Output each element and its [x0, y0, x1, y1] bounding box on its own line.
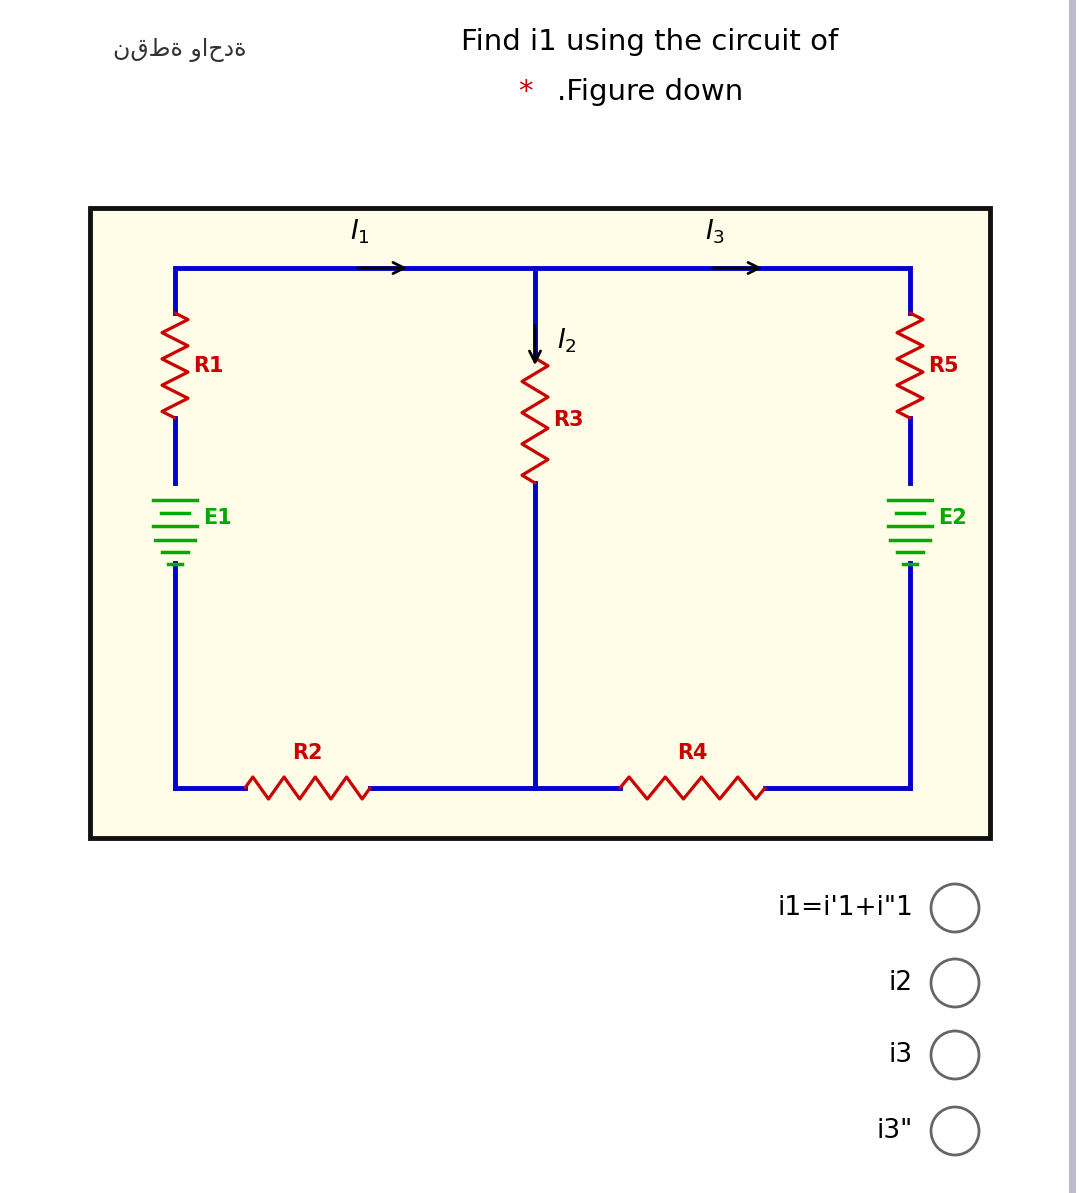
Text: R3: R3: [553, 410, 583, 431]
Text: *: *: [517, 78, 532, 106]
Text: R2: R2: [293, 743, 323, 764]
Text: i3: i3: [889, 1041, 913, 1068]
Text: i1=i'1+i"1: i1=i'1+i"1: [778, 895, 913, 921]
Text: i2: i2: [889, 970, 913, 996]
Text: R5: R5: [928, 356, 959, 376]
Text: $\mathit{I}_2$: $\mathit{I}_2$: [557, 327, 577, 356]
Text: E2: E2: [939, 508, 967, 528]
Text: $\mathit{I}_3$: $\mathit{I}_3$: [705, 217, 725, 246]
Text: $\mathit{I}_1$: $\mathit{I}_1$: [350, 217, 369, 246]
Text: i3": i3": [877, 1118, 913, 1144]
Bar: [90, 208, 990, 837]
Text: نقطة واحدة: نقطة واحدة: [113, 38, 246, 62]
Text: E1: E1: [203, 508, 232, 528]
Text: .Figure down: .Figure down: [557, 78, 743, 106]
Text: R1: R1: [193, 356, 224, 376]
Text: Find i1 using the circuit of: Find i1 using the circuit of: [461, 27, 839, 56]
Text: R4: R4: [677, 743, 707, 764]
